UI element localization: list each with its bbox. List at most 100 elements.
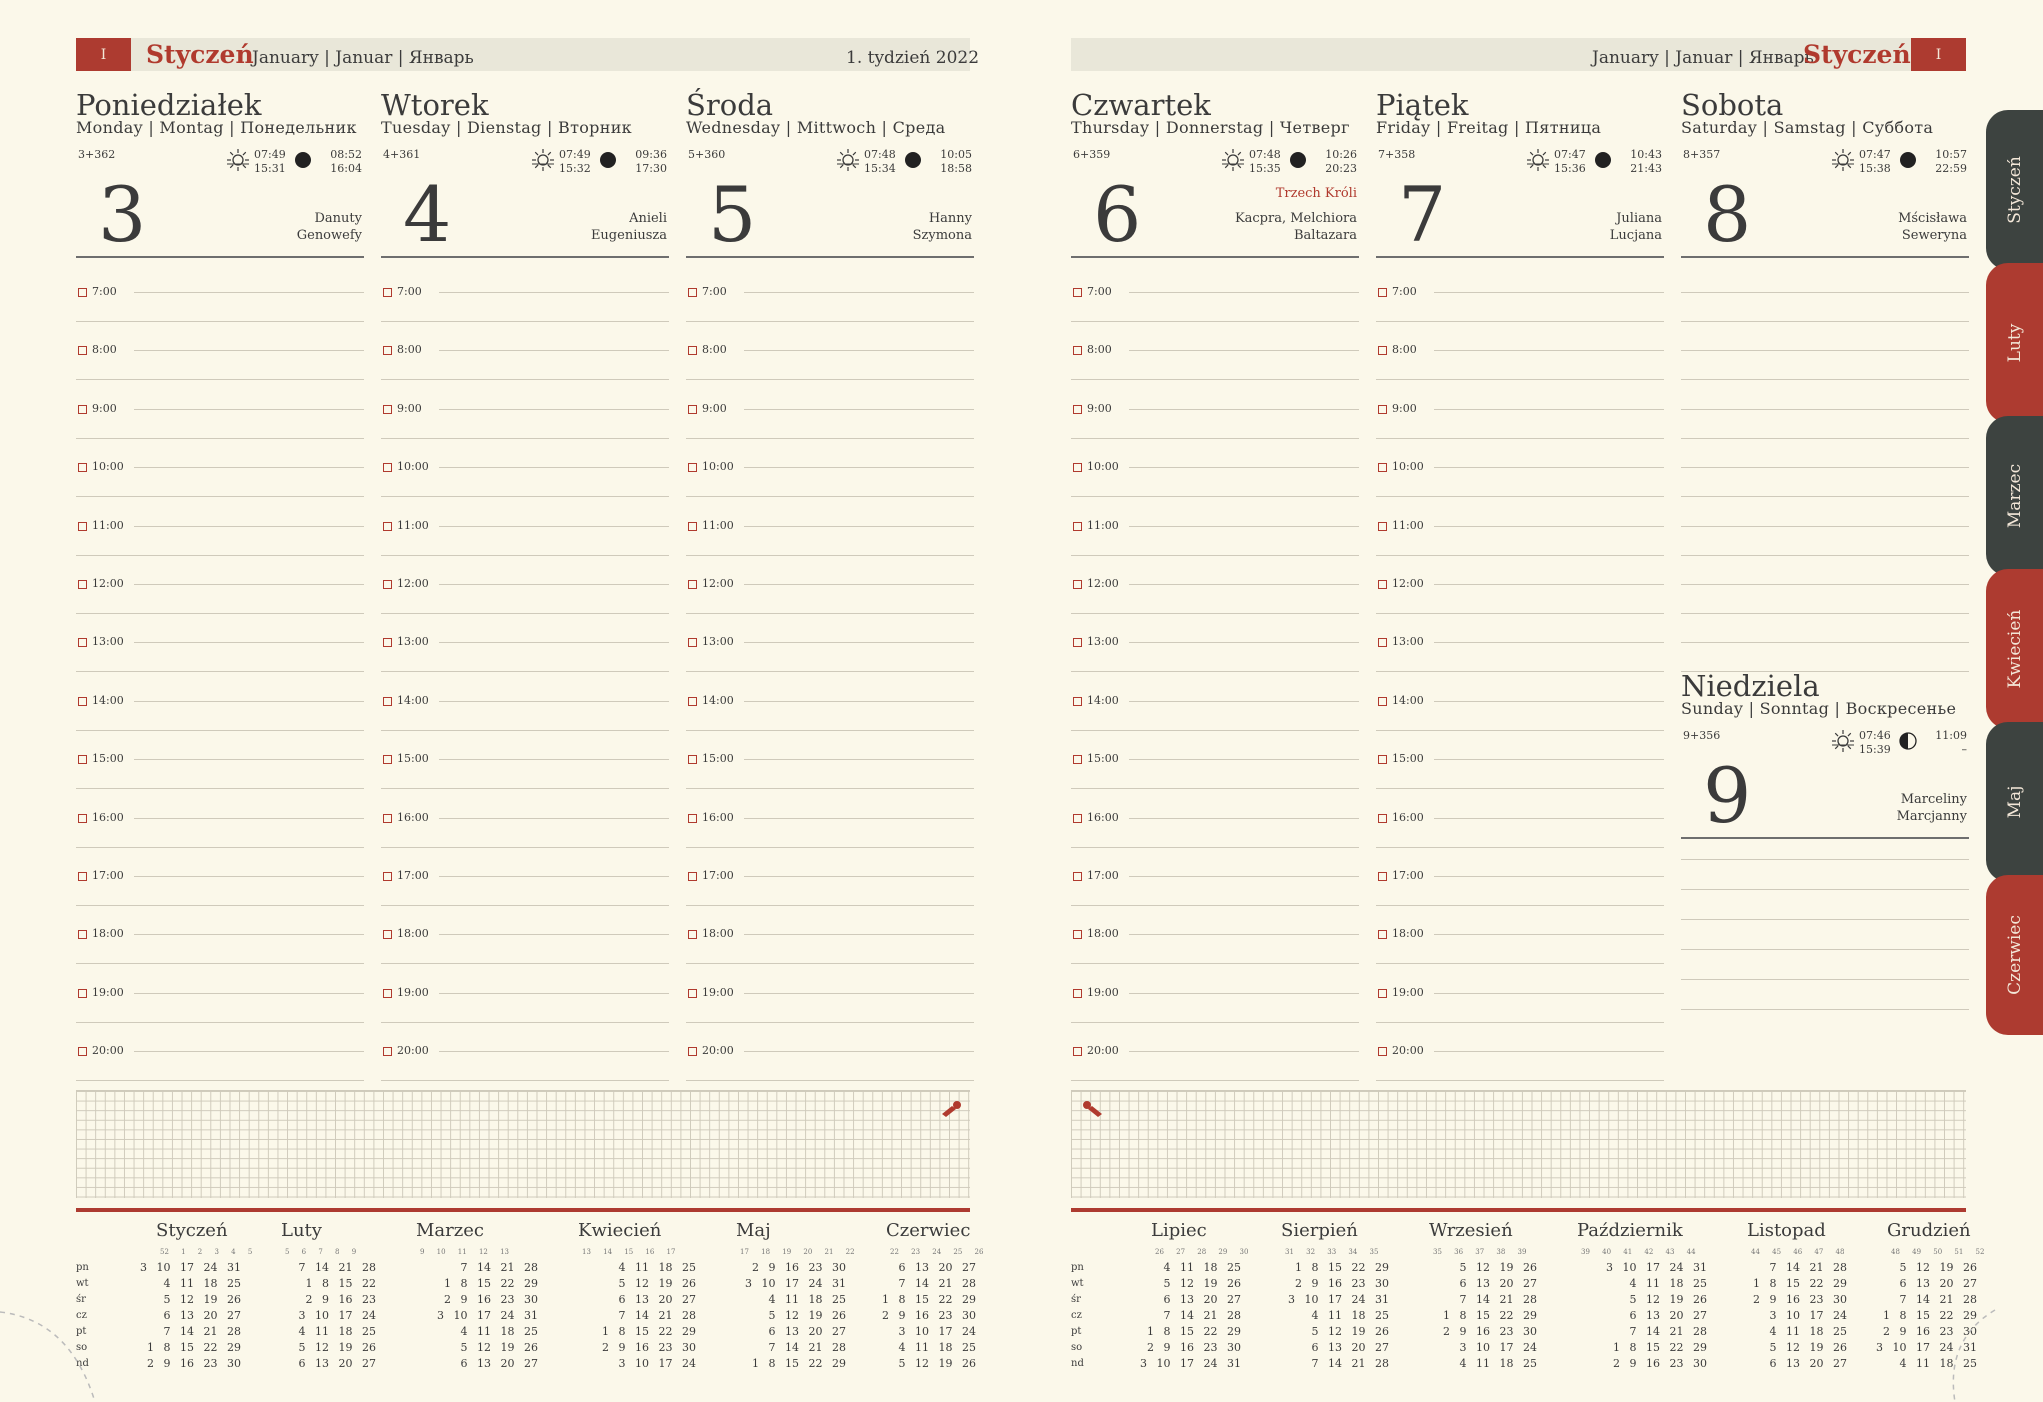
hour-checkbox[interactable]	[688, 404, 697, 414]
hour-checkbox[interactable]	[78, 872, 87, 881]
note-line[interactable]	[1071, 554, 1359, 556]
note-line[interactable]	[1071, 671, 1359, 673]
note-line[interactable]	[76, 671, 364, 673]
note-line[interactable]	[744, 876, 974, 877]
hour-checkbox[interactable]	[688, 463, 697, 473]
note-line[interactable]	[1434, 1051, 1664, 1053]
month-tab-4[interactable]: Kwiecień	[1986, 569, 2043, 729]
note-line[interactable]	[1681, 979, 1969, 980]
hour-checkbox[interactable]	[1073, 988, 1082, 998]
hour-checkbox[interactable]	[383, 755, 392, 765]
note-line[interactable]	[1071, 1021, 1359, 1023]
hour-checkbox[interactable]	[1378, 1047, 1387, 1057]
note-line[interactable]	[1071, 496, 1359, 498]
hour-checkbox[interactable]	[78, 404, 87, 414]
note-line[interactable]	[1681, 437, 1969, 439]
hour-checkbox[interactable]	[78, 755, 87, 765]
note-line[interactable]	[686, 963, 974, 965]
note-line[interactable]	[1129, 1051, 1359, 1053]
hour-checkbox[interactable]	[688, 696, 697, 706]
hour-checkbox[interactable]	[688, 930, 697, 940]
note-line[interactable]	[134, 876, 364, 877]
note-line[interactable]	[134, 408, 364, 410]
note-line[interactable]	[1376, 496, 1664, 498]
hour-checkbox[interactable]	[383, 930, 392, 940]
note-line[interactable]	[1434, 467, 1664, 469]
note-line[interactable]	[1071, 729, 1359, 731]
note-line[interactable]	[686, 496, 974, 498]
hour-checkbox[interactable]	[1073, 521, 1082, 531]
hour-checkbox[interactable]	[78, 696, 87, 706]
hour-checkbox[interactable]	[688, 288, 697, 297]
note-line[interactable]	[76, 554, 364, 556]
note-line[interactable]	[1129, 642, 1359, 644]
hour-checkbox[interactable]	[1378, 813, 1387, 823]
note-line[interactable]	[744, 934, 974, 936]
note-line[interactable]	[381, 1080, 669, 1082]
hour-checkbox[interactable]	[688, 1047, 697, 1057]
note-line[interactable]	[744, 408, 974, 410]
note-line[interactable]	[76, 788, 364, 790]
note-line[interactable]	[134, 292, 364, 293]
month-tab-5[interactable]: Maj	[1986, 722, 2043, 882]
note-line[interactable]	[744, 817, 974, 819]
note-line[interactable]	[1434, 525, 1664, 527]
note-line[interactable]	[686, 1021, 974, 1023]
hour-checkbox[interactable]	[383, 696, 392, 706]
note-line[interactable]	[686, 379, 974, 381]
hour-checkbox[interactable]	[1073, 696, 1082, 706]
note-line[interactable]	[76, 437, 364, 439]
note-line[interactable]	[686, 788, 974, 790]
note-line[interactable]	[1434, 642, 1664, 644]
note-line[interactable]	[1434, 700, 1664, 702]
hour-checkbox[interactable]	[78, 1047, 87, 1057]
note-line[interactable]	[439, 642, 669, 644]
note-line[interactable]	[1071, 437, 1359, 439]
note-line[interactable]	[134, 700, 364, 702]
note-line[interactable]	[1129, 525, 1359, 527]
hour-checkbox[interactable]	[383, 521, 392, 531]
note-line[interactable]	[76, 321, 364, 322]
note-line[interactable]	[439, 876, 669, 877]
hour-checkbox[interactable]	[383, 1047, 392, 1057]
note-line[interactable]	[1681, 496, 1969, 498]
note-line[interactable]	[1071, 1080, 1359, 1082]
hour-checkbox[interactable]	[1378, 521, 1387, 531]
note-line[interactable]	[686, 846, 974, 848]
note-line[interactable]	[381, 671, 669, 673]
note-line[interactable]	[381, 1021, 669, 1023]
note-line[interactable]	[1071, 846, 1359, 848]
note-line[interactable]	[686, 437, 974, 439]
note-line[interactable]	[1129, 817, 1359, 819]
note-line[interactable]	[1376, 379, 1664, 381]
note-line[interactable]	[381, 788, 669, 790]
note-line[interactable]	[439, 992, 669, 994]
hour-checkbox[interactable]	[1378, 463, 1387, 473]
hour-checkbox[interactable]	[688, 346, 697, 356]
hour-checkbox[interactable]	[383, 813, 392, 823]
note-line[interactable]	[1376, 846, 1664, 848]
hour-checkbox[interactable]	[688, 580, 697, 589]
hour-checkbox[interactable]	[383, 638, 392, 648]
hour-checkbox[interactable]	[78, 346, 87, 356]
hour-checkbox[interactable]	[1378, 638, 1387, 648]
note-line[interactable]	[686, 554, 974, 556]
note-line[interactable]	[744, 700, 974, 702]
note-line[interactable]	[1129, 992, 1359, 994]
note-line[interactable]	[1376, 437, 1664, 439]
hour-checkbox[interactable]	[1073, 755, 1082, 765]
note-line[interactable]	[686, 1080, 974, 1082]
note-line[interactable]	[1071, 613, 1359, 614]
note-line[interactable]	[744, 992, 974, 994]
hour-checkbox[interactable]	[1378, 288, 1387, 297]
note-line[interactable]	[1129, 584, 1359, 585]
month-tab-3[interactable]: Marzec	[1986, 416, 2043, 576]
hour-checkbox[interactable]	[1378, 580, 1387, 589]
note-line[interactable]	[1376, 1080, 1664, 1082]
note-line[interactable]	[744, 467, 974, 469]
hour-checkbox[interactable]	[1378, 696, 1387, 706]
hour-checkbox[interactable]	[383, 580, 392, 589]
note-line[interactable]	[1071, 379, 1359, 381]
note-line[interactable]	[134, 525, 364, 527]
note-line[interactable]	[76, 613, 364, 614]
